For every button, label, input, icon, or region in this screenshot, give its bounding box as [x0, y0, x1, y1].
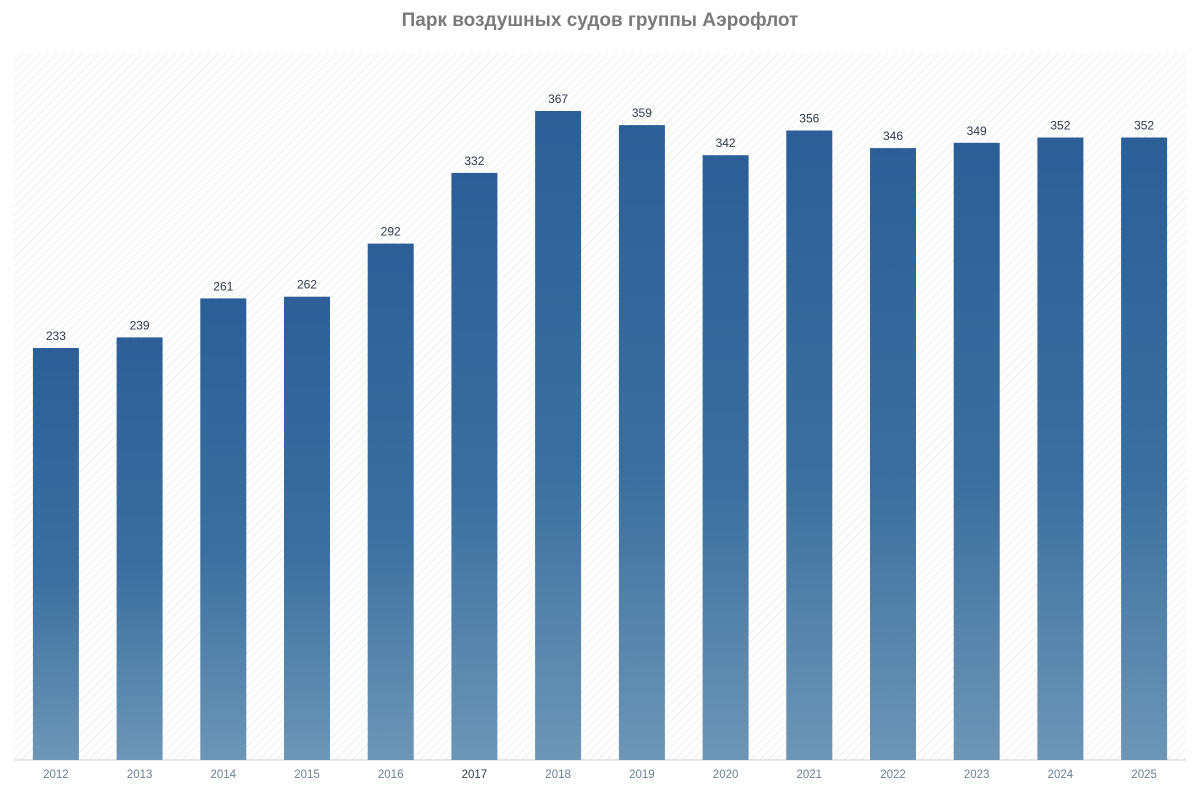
x-tick-label-2017: 2017: [462, 769, 488, 781]
value-label-2014: 261: [213, 279, 233, 293]
bar-2020: [702, 155, 749, 760]
value-label-2024: 352: [1050, 119, 1070, 133]
value-label-2012: 233: [46, 329, 66, 343]
value-label-2016: 292: [381, 225, 401, 239]
x-tick-label-2014: 2014: [211, 769, 237, 781]
bar-2016: [367, 243, 414, 761]
value-label-2021: 356: [799, 112, 819, 126]
x-axis-ticks: 2012 2013 2014 2015 2016 2017 2018 2019 2020 2021…: [43, 769, 1157, 781]
plot-area-background: [14, 54, 1186, 760]
bar-2022: [870, 148, 916, 761]
bar-2025: [1121, 137, 1168, 760]
bar-2019: [618, 125, 665, 761]
x-tick-label-2020: 2020: [713, 769, 739, 781]
x-tick-label-2023: 2023: [964, 769, 990, 781]
x-tick-label-2021: 2021: [797, 769, 823, 781]
value-labels: 233 239 261 262 292 332 367 359 342 356 346 349 352 3…: [46, 92, 1155, 343]
bar-2017: [451, 172, 498, 760]
bar-2021: [786, 130, 833, 760]
bar-series: [32, 111, 1168, 761]
value-label-2019: 359: [632, 106, 652, 120]
x-tick-label-2012: 2012: [43, 769, 69, 781]
bar-2015: [284, 296, 330, 760]
value-label-2023: 349: [967, 124, 987, 138]
x-tick-label-2015: 2015: [294, 769, 320, 781]
bar-2014: [200, 298, 247, 760]
value-label-2025: 352: [1134, 119, 1154, 133]
value-label-2018: 367: [548, 92, 568, 106]
x-tick-label-2018: 2018: [545, 769, 571, 781]
x-tick-label-2022: 2022: [880, 769, 906, 781]
x-tick-label-2013: 2013: [127, 769, 153, 781]
x-tick-label-2019: 2019: [629, 769, 655, 781]
value-label-2015: 262: [297, 278, 317, 292]
x-tick-label-2016: 2016: [378, 769, 404, 781]
bar-2024: [1037, 137, 1084, 760]
value-label-2022: 346: [883, 129, 903, 143]
bar-2018: [535, 111, 582, 760]
x-tick-label-2025: 2025: [1131, 769, 1157, 781]
bar-2023: [953, 142, 1000, 761]
chart-title: Парк воздушных судов группы Аэрофлот: [401, 10, 799, 31]
value-label-2020: 342: [716, 136, 736, 150]
value-label-2013: 239: [130, 318, 150, 332]
bar-2013: [116, 337, 163, 760]
x-tick-label-2024: 2024: [1048, 769, 1074, 781]
value-label-2017: 332: [464, 154, 484, 168]
bar-2012: [32, 348, 79, 760]
